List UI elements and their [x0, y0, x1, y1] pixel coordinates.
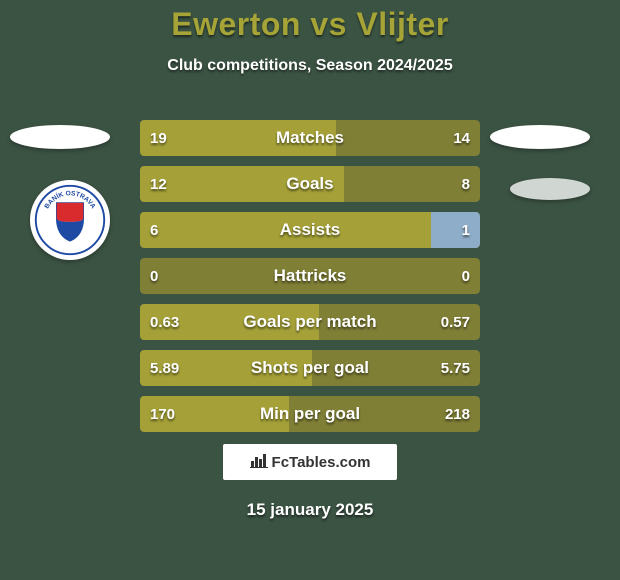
metric-row: 0.630.57Goals per match [140, 304, 480, 340]
metric-value-left: 6 [150, 212, 158, 248]
date: 15 january 2025 [0, 500, 620, 520]
metric-value-right: 0.57 [441, 304, 470, 340]
metric-value-left: 170 [150, 396, 175, 432]
metric-track [140, 258, 480, 294]
metric-value-right: 14 [453, 120, 470, 156]
metrics-bars: 1914Matches128Goals61Assists00Hattricks0… [140, 120, 480, 442]
subtitle: Club competitions, Season 2024/2025 [0, 57, 620, 75]
club-crest: BANÍK OSTRAVA [30, 180, 110, 260]
title-player-left: Ewerton [171, 6, 301, 42]
metric-bar-right [431, 212, 480, 248]
metric-value-right: 1 [462, 212, 470, 248]
metric-bar-left [140, 120, 336, 156]
side-ellipse [490, 125, 590, 149]
crest-svg: BANÍK OSTRAVA [32, 180, 108, 260]
metric-value-right: 8 [462, 166, 470, 202]
metric-row: 170218Min per goal [140, 396, 480, 432]
metric-value-left: 19 [150, 120, 167, 156]
watermark[interactable]: FcTables.com [223, 444, 397, 480]
side-ellipse [510, 178, 590, 200]
watermark-text: FcTables.com [272, 454, 371, 471]
metric-row: 5.895.75Shots per goal [140, 350, 480, 386]
metric-value-left: 0 [150, 258, 158, 294]
title-vs: vs [301, 6, 356, 42]
metric-value-left: 12 [150, 166, 167, 202]
metric-value-left: 0.63 [150, 304, 179, 340]
comparison-infographic: Ewerton vs Vlijter Club competitions, Se… [0, 0, 620, 580]
metric-bar-left [140, 212, 431, 248]
side-ellipse [10, 125, 110, 149]
metric-value-right: 5.75 [441, 350, 470, 386]
metric-row: 61Assists [140, 212, 480, 248]
metric-bar-left [140, 166, 344, 202]
metric-value-right: 218 [445, 396, 470, 432]
metric-value-left: 5.89 [150, 350, 179, 386]
title: Ewerton vs Vlijter [0, 6, 620, 43]
bar-chart-icon [250, 452, 268, 472]
metric-row: 128Goals [140, 166, 480, 202]
metric-value-right: 0 [462, 258, 470, 294]
title-player-right: Vlijter [356, 6, 448, 42]
metric-row: 1914Matches [140, 120, 480, 156]
metric-row: 00Hattricks [140, 258, 480, 294]
